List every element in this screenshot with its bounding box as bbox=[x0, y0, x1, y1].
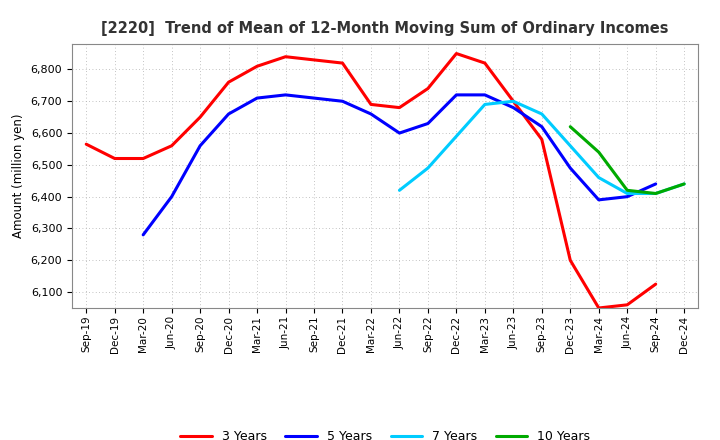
7 Years bbox=[566, 143, 575, 148]
3 Years bbox=[82, 142, 91, 147]
3 Years bbox=[595, 305, 603, 311]
3 Years bbox=[338, 60, 347, 66]
7 Years bbox=[680, 181, 688, 187]
7 Years bbox=[623, 191, 631, 196]
10 Years bbox=[680, 181, 688, 187]
Line: 7 Years: 7 Years bbox=[400, 101, 684, 194]
3 Years bbox=[196, 114, 204, 120]
5 Years bbox=[310, 95, 318, 101]
3 Years bbox=[395, 105, 404, 110]
5 Years bbox=[480, 92, 489, 98]
Line: 3 Years: 3 Years bbox=[86, 54, 656, 308]
Line: 10 Years: 10 Years bbox=[570, 127, 684, 194]
5 Years bbox=[282, 92, 290, 98]
3 Years bbox=[167, 143, 176, 148]
10 Years bbox=[652, 191, 660, 196]
5 Years bbox=[566, 165, 575, 171]
Legend: 3 Years, 5 Years, 7 Years, 10 Years: 3 Years, 5 Years, 7 Years, 10 Years bbox=[176, 425, 595, 440]
3 Years bbox=[537, 137, 546, 142]
5 Years bbox=[225, 111, 233, 117]
3 Years bbox=[480, 60, 489, 66]
3 Years bbox=[509, 99, 518, 104]
3 Years bbox=[253, 64, 261, 69]
7 Years bbox=[423, 165, 432, 171]
5 Years bbox=[395, 130, 404, 136]
Title: [2220]  Trend of Mean of 12-Month Moving Sum of Ordinary Incomes: [2220] Trend of Mean of 12-Month Moving … bbox=[102, 21, 669, 36]
3 Years bbox=[225, 80, 233, 85]
5 Years bbox=[366, 111, 375, 117]
7 Years bbox=[395, 188, 404, 193]
5 Years bbox=[509, 105, 518, 110]
7 Years bbox=[452, 134, 461, 139]
Line: 5 Years: 5 Years bbox=[143, 95, 656, 235]
3 Years bbox=[423, 86, 432, 91]
10 Years bbox=[623, 188, 631, 193]
3 Years bbox=[566, 258, 575, 263]
5 Years bbox=[452, 92, 461, 98]
7 Years bbox=[537, 111, 546, 117]
3 Years bbox=[623, 302, 631, 308]
3 Years bbox=[366, 102, 375, 107]
10 Years bbox=[566, 124, 575, 129]
5 Years bbox=[338, 99, 347, 104]
7 Years bbox=[480, 102, 489, 107]
3 Years bbox=[652, 282, 660, 287]
7 Years bbox=[652, 191, 660, 196]
5 Years bbox=[652, 181, 660, 187]
10 Years bbox=[595, 150, 603, 155]
5 Years bbox=[623, 194, 631, 199]
5 Years bbox=[167, 194, 176, 199]
5 Years bbox=[139, 232, 148, 238]
3 Years bbox=[310, 57, 318, 62]
3 Years bbox=[139, 156, 148, 161]
5 Years bbox=[196, 143, 204, 148]
3 Years bbox=[110, 156, 119, 161]
5 Years bbox=[253, 95, 261, 101]
3 Years bbox=[282, 54, 290, 59]
7 Years bbox=[595, 175, 603, 180]
3 Years bbox=[452, 51, 461, 56]
5 Years bbox=[537, 124, 546, 129]
Y-axis label: Amount (million yen): Amount (million yen) bbox=[12, 114, 25, 238]
5 Years bbox=[595, 197, 603, 202]
7 Years bbox=[509, 99, 518, 104]
5 Years bbox=[423, 121, 432, 126]
